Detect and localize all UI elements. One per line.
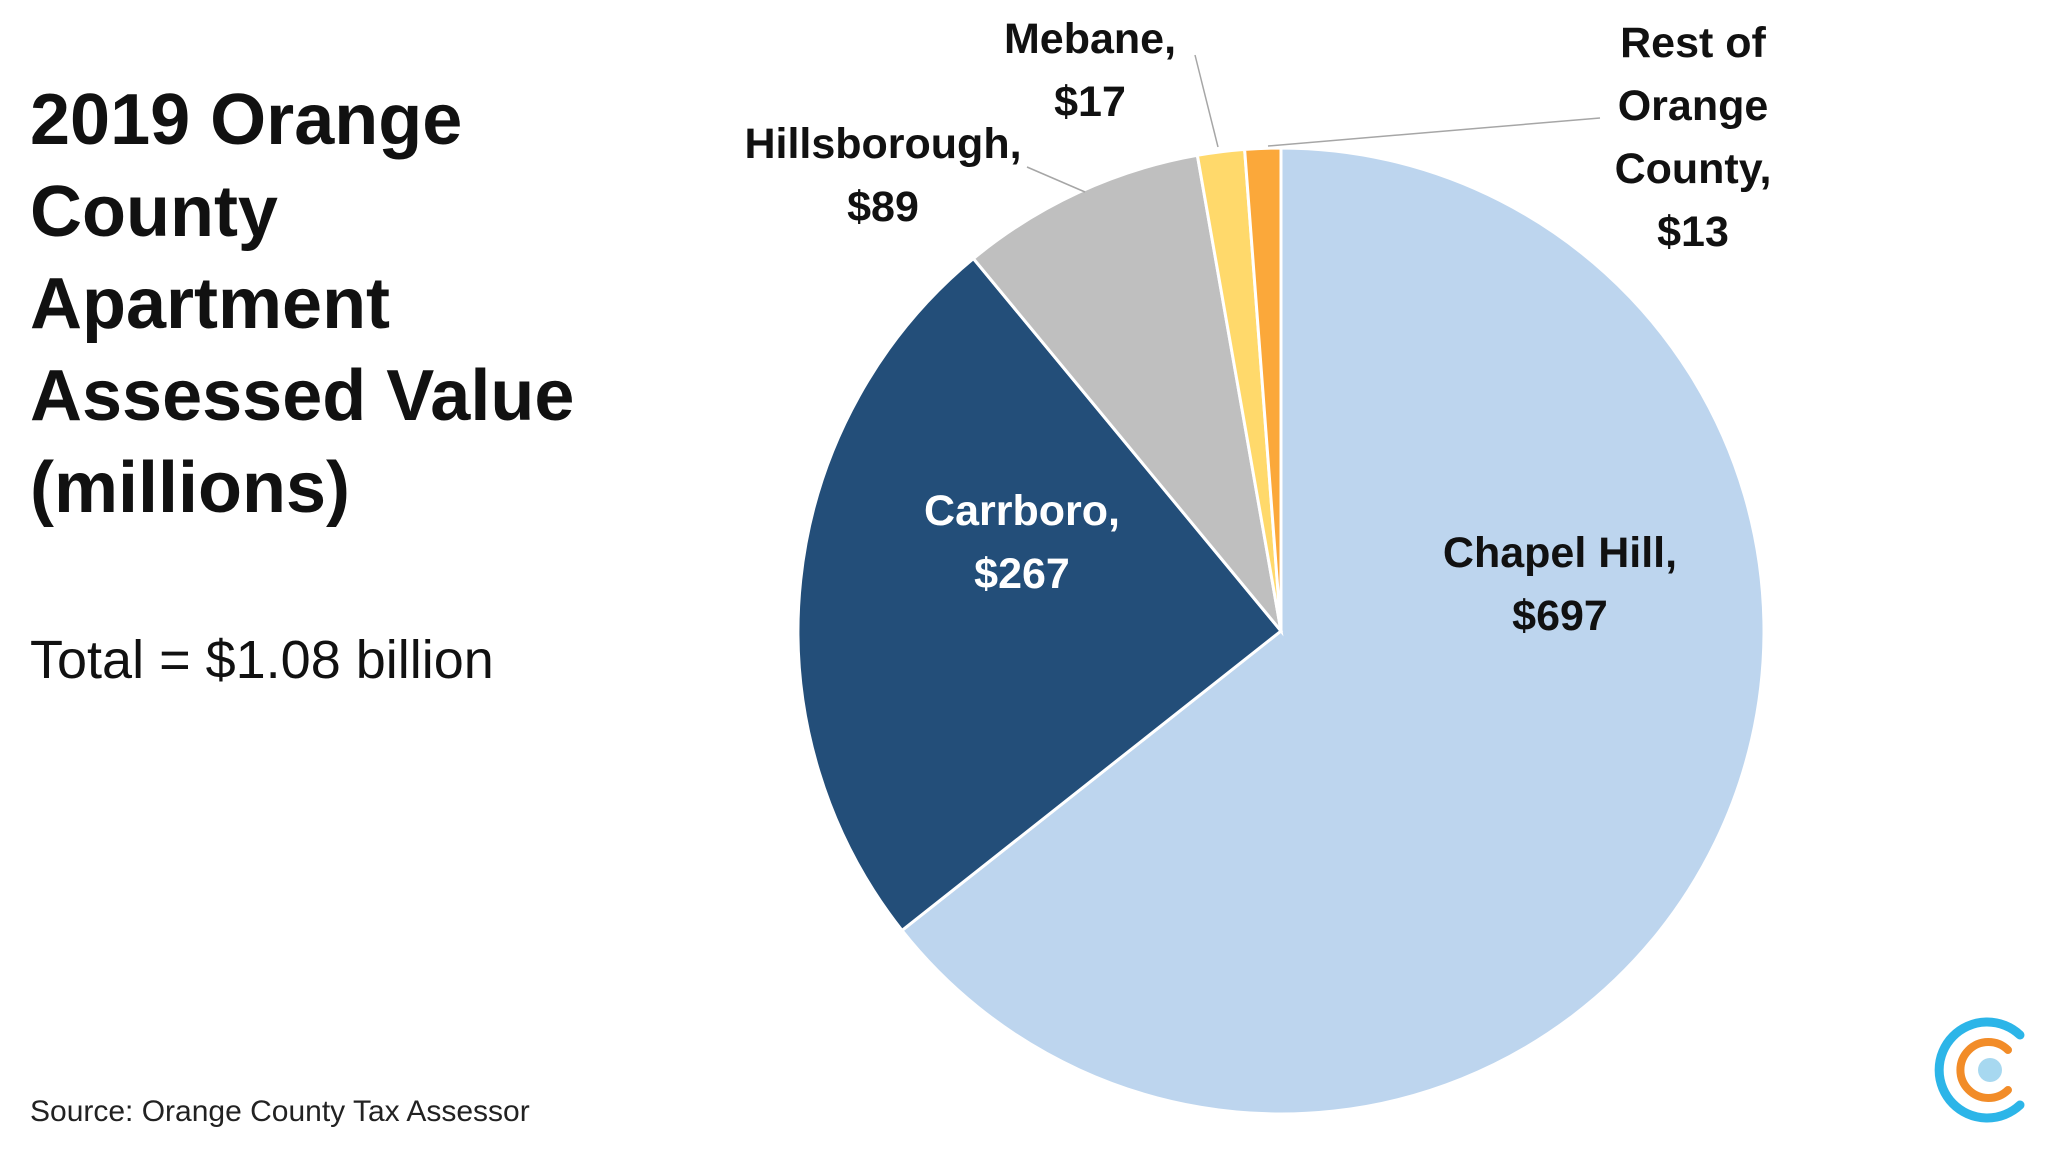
concentric-c-logo-icon (1934, 1017, 2025, 1123)
data-label-line: Orange (1618, 82, 1769, 130)
leader-lines (1026, 54, 1601, 193)
data-label-mebane: Mebane, $17 (1004, 15, 1176, 126)
data-label-rest-of-orange-county: Rest of Orange County, $13 (1615, 19, 1772, 256)
title-line: (millions) (30, 448, 350, 528)
total-value: Total = $1.08 billion (30, 630, 494, 690)
data-label-line: Chapel Hill, (1443, 529, 1677, 577)
pie-slice-chapel-hill (899, 146, 1766, 1116)
title-line: 2019 Orange (30, 80, 463, 160)
data-label-line: $17 (1054, 78, 1126, 126)
data-label-chapel-hill: Chapel Hill, $697 (1443, 529, 1677, 640)
title-line: County (30, 172, 278, 252)
data-label-line: County, (1615, 145, 1772, 193)
data-label-line: $267 (974, 550, 1070, 598)
pie-slices (796, 146, 1766, 1116)
leader-line-mebane (1194, 54, 1219, 148)
data-label-line: $89 (847, 183, 919, 231)
pie-slice-hillsborough (971, 153, 1284, 637)
pie-slice-rest-of-orange-county (1243, 146, 1283, 632)
data-label-line: Carrboro, (924, 487, 1120, 535)
source-note: Source: Orange County Tax Assessor (30, 1095, 530, 1128)
slide-title: 2019 Orange County Apartment Assessed Va… (30, 74, 630, 534)
leader-line-rest-of-orange-county (1267, 117, 1601, 147)
data-label-line: Hillsborough, (744, 120, 1021, 168)
title-line: Apartment (30, 264, 391, 344)
pie-slice-carrboro (796, 256, 1284, 933)
logo-inner-arc (1956, 1038, 2012, 1102)
data-label-hillsborough: Hillsborough, $89 (744, 120, 1021, 231)
data-label-carrboro: Carrboro, $267 (924, 487, 1120, 598)
data-label-line: Rest of (1620, 19, 1766, 67)
logo-outer-arc (1934, 1017, 2025, 1123)
data-label-line: $13 (1657, 208, 1729, 256)
leader-line-hillsborough (1026, 166, 1086, 193)
logo-center-dot (1978, 1058, 2002, 1082)
data-label-line: Mebane, (1004, 15, 1176, 63)
title-line: Assessed Value (30, 356, 575, 436)
slice-labels: Chapel Hill, $697 Carrboro, $267 Hillsboroug… (744, 15, 1771, 640)
data-label-line: $697 (1512, 592, 1608, 640)
